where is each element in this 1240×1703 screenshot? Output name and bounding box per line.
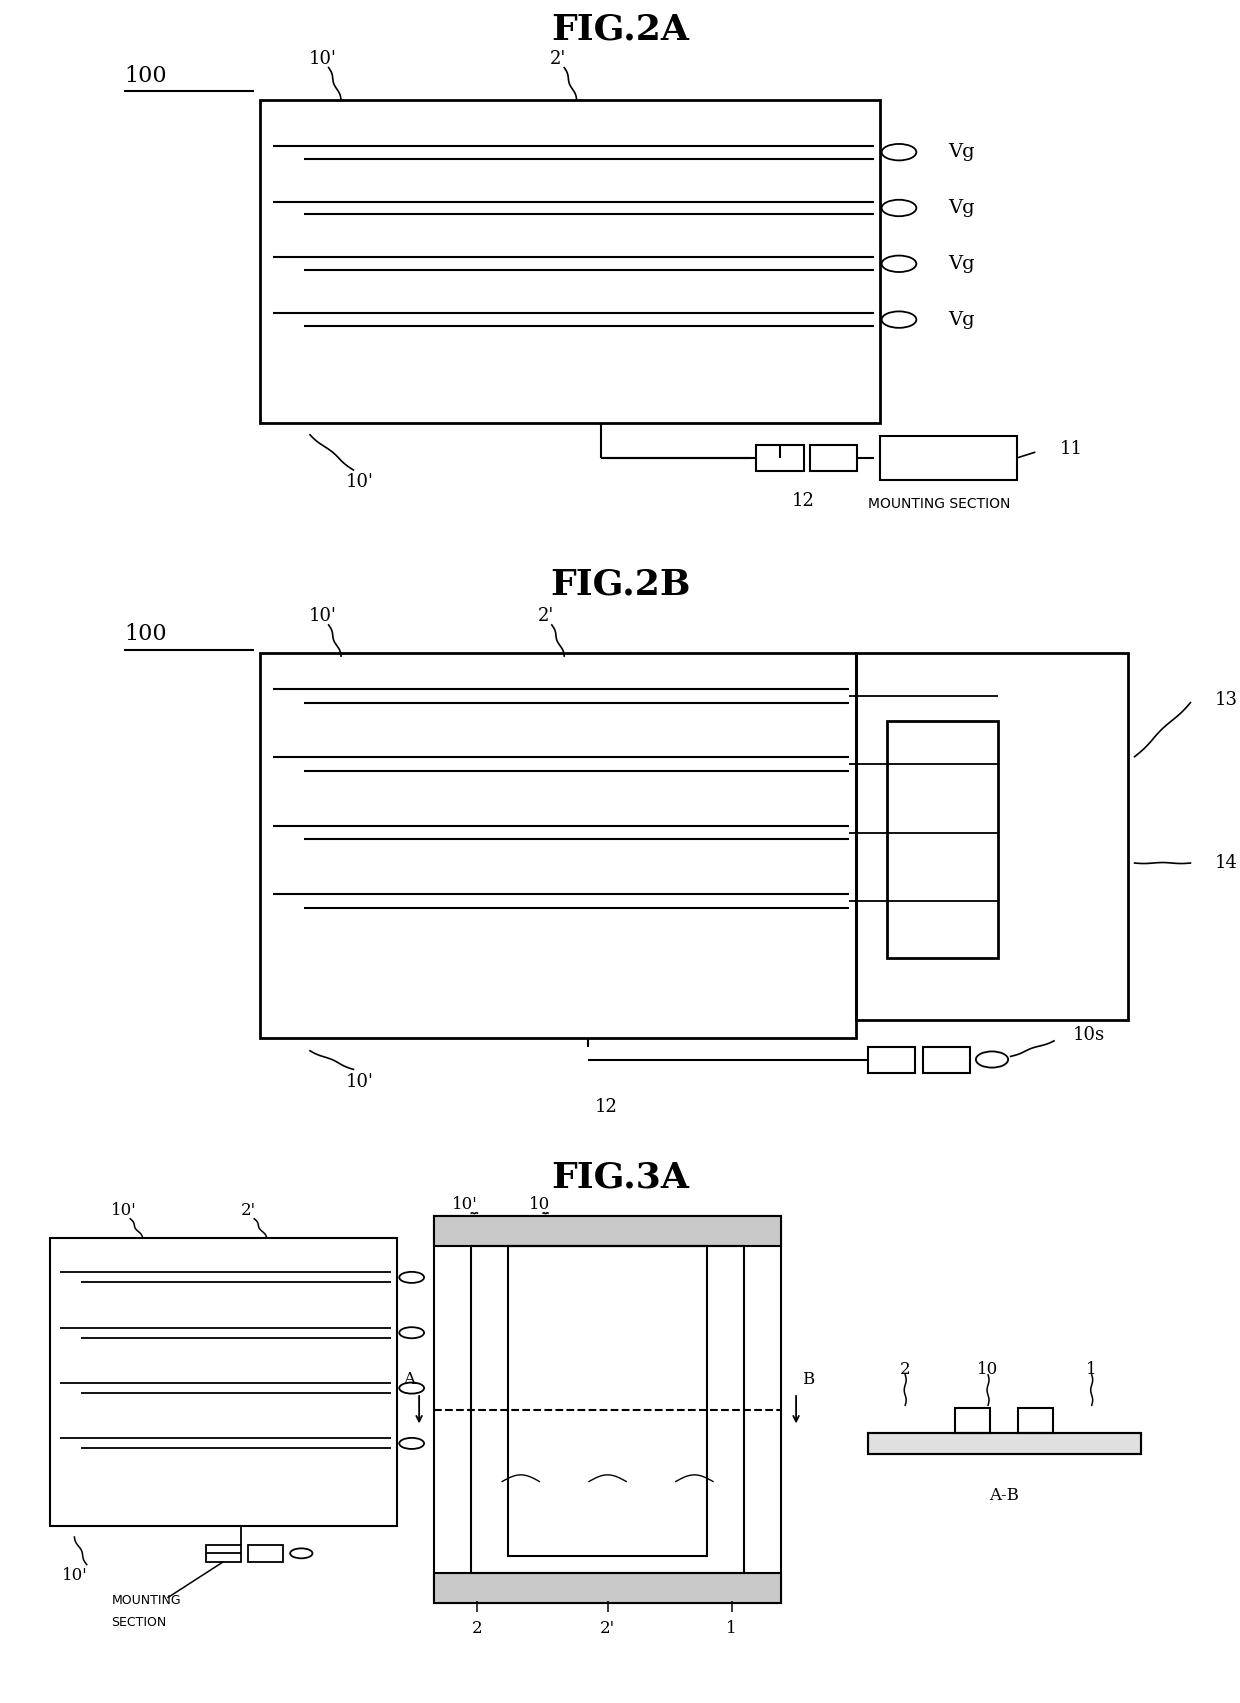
Text: 11: 11	[1060, 439, 1084, 458]
Text: 13: 13	[1215, 690, 1239, 708]
Bar	[868, 1432, 1141, 1454]
Text: 2': 2'	[241, 1202, 255, 1219]
Bar	[923, 1047, 970, 1073]
Bar	[260, 100, 880, 422]
Text: 100: 100	[124, 623, 166, 645]
Bar	[508, 1247, 707, 1557]
Bar	[248, 1545, 283, 1562]
Text: 10': 10'	[309, 606, 336, 625]
Text: 10': 10'	[453, 1197, 477, 1213]
Text: 10': 10'	[346, 1073, 373, 1092]
Bar	[756, 444, 804, 472]
Bar	[434, 1216, 781, 1604]
Text: 1: 1	[727, 1620, 737, 1637]
Text: 100: 100	[124, 65, 166, 87]
Text: 10': 10'	[112, 1202, 136, 1219]
Text: 12: 12	[792, 492, 815, 509]
Text: 2: 2	[900, 1361, 910, 1378]
Text: 2': 2'	[537, 606, 554, 625]
Bar	[810, 444, 857, 472]
Bar	[260, 652, 856, 1039]
Text: SECTION: SECTION	[112, 1616, 167, 1630]
Bar	[471, 1247, 744, 1574]
Bar	[955, 1408, 990, 1432]
Text: A-B: A-B	[990, 1487, 1019, 1504]
Bar	[868, 1047, 915, 1073]
Text: 10: 10	[977, 1361, 998, 1378]
Text: 1: 1	[1086, 1361, 1097, 1378]
Text: FIG.3A: FIG.3A	[551, 1160, 689, 1194]
Bar	[887, 722, 998, 957]
Text: B: B	[802, 1371, 815, 1388]
Bar	[1018, 1408, 1053, 1432]
Text: 10': 10'	[62, 1567, 88, 1584]
Text: 10: 10	[528, 1197, 551, 1213]
Text: MOUNTING: MOUNTING	[112, 1594, 181, 1608]
Bar	[206, 1545, 241, 1562]
Text: 2': 2'	[549, 49, 567, 68]
Text: MOUNTING SECTION: MOUNTING SECTION	[868, 497, 1011, 511]
Bar	[434, 1574, 781, 1604]
Text: Vg: Vg	[949, 310, 975, 329]
Text: 10': 10'	[309, 49, 336, 68]
Text: Vg: Vg	[949, 199, 975, 216]
Bar	[868, 1432, 1141, 1454]
Text: Vg: Vg	[949, 143, 975, 162]
Text: 10s: 10s	[1073, 1025, 1105, 1044]
Text: A: A	[403, 1371, 415, 1388]
Text: 12: 12	[595, 1098, 618, 1115]
Text: 14: 14	[1215, 853, 1238, 872]
Bar	[50, 1238, 397, 1526]
Bar	[856, 652, 1128, 1020]
Text: 10': 10'	[346, 473, 373, 490]
Text: 2': 2'	[600, 1620, 615, 1637]
Text: Vg: Vg	[949, 255, 975, 272]
Bar	[434, 1216, 781, 1247]
Text: 2: 2	[472, 1620, 482, 1637]
Bar	[880, 436, 1017, 480]
Text: FIG.2B: FIG.2B	[549, 567, 691, 601]
Text: FIG.2A: FIG.2A	[551, 12, 689, 46]
